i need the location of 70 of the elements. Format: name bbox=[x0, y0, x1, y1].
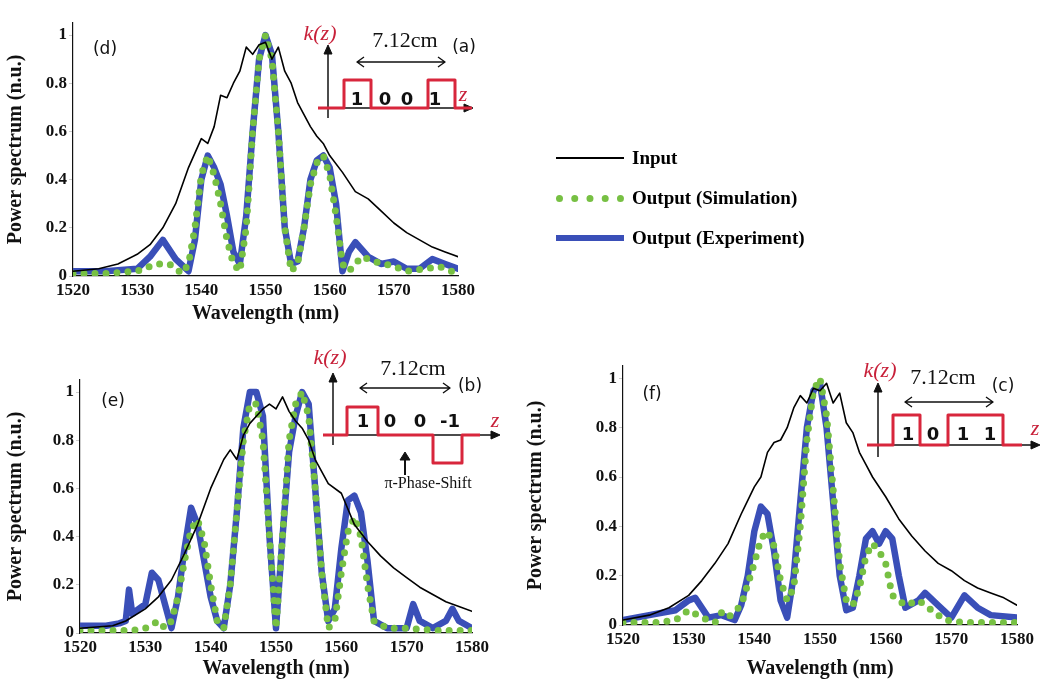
y-tick-label: 0.8 bbox=[52, 429, 74, 449]
annotation: 1 bbox=[428, 87, 442, 109]
annotation: 1 bbox=[901, 422, 915, 444]
annotation: 7.12cm bbox=[910, 364, 976, 390]
x-tick-label: 1540 bbox=[737, 628, 772, 648]
y-tick-label: 0.8 bbox=[45, 72, 67, 92]
x-tick-label: 1570 bbox=[934, 628, 969, 648]
annotation: (a) bbox=[452, 36, 476, 56]
annotation: k(z) bbox=[863, 357, 897, 383]
y-tick-label: 1 bbox=[58, 24, 67, 44]
y-tick-label: 0.4 bbox=[595, 515, 618, 535]
legend-label: Input bbox=[632, 147, 678, 169]
x-tick-label: 1550 bbox=[259, 636, 293, 656]
x-tick-label: 1550 bbox=[248, 279, 283, 299]
x-axis-title: Wavelength (nm) bbox=[746, 656, 894, 680]
y-tick-label: 0.4 bbox=[45, 169, 68, 189]
annotation: (f) bbox=[642, 383, 662, 403]
x-axis-title: Wavelength (nm) bbox=[191, 301, 340, 325]
annotation: -1 bbox=[440, 409, 460, 431]
annotation: (c) bbox=[991, 375, 1015, 395]
annotation: 1 bbox=[983, 422, 997, 444]
x-tick-label: 1570 bbox=[376, 279, 411, 299]
text: z bbox=[1030, 415, 1040, 441]
y-axis-title: Power spectrum (n.u.) bbox=[3, 54, 27, 245]
y-axis-title: Power spectrum (n.u.) bbox=[523, 400, 547, 591]
annotation: 0 bbox=[926, 422, 940, 444]
x-tick-label: 1560 bbox=[868, 628, 903, 648]
y-tick-label: 0.6 bbox=[45, 120, 67, 140]
x-tick-label: 1550 bbox=[803, 628, 837, 648]
annotation: 0 bbox=[383, 409, 397, 431]
x-tick-label: 1560 bbox=[312, 279, 347, 299]
annotation: k(z) bbox=[303, 20, 337, 46]
annotation: 1 bbox=[350, 87, 364, 109]
annotation: z bbox=[458, 81, 468, 107]
annotation: π-Phase-Shift bbox=[384, 474, 472, 492]
annotation: (b) bbox=[457, 375, 483, 395]
x-tick-label: 1530 bbox=[671, 628, 706, 648]
annotation: 0 bbox=[400, 87, 414, 109]
x-axis-title: Wavelength (nm) bbox=[202, 656, 350, 680]
annotation: 1 bbox=[356, 409, 370, 431]
x-tick-label: 1530 bbox=[120, 279, 155, 299]
y-tick-label: 0.6 bbox=[595, 466, 617, 486]
x-tick-label: 1580 bbox=[455, 636, 489, 656]
x-tick-label: 1540 bbox=[184, 279, 219, 299]
y-tick-label: 1 bbox=[65, 381, 74, 401]
y-axis-title: Power spectrum (n.u.) bbox=[3, 411, 27, 602]
x-tick-label: 1560 bbox=[324, 636, 359, 656]
annotation: 1 bbox=[956, 422, 970, 444]
y-tick-label: 0.2 bbox=[52, 574, 74, 594]
y-tick-label: 0.6 bbox=[52, 477, 74, 497]
legend-label: Output (Experiment) bbox=[632, 227, 805, 249]
text: 7.12cm bbox=[380, 355, 446, 381]
y-tick-label: 0.2 bbox=[45, 217, 67, 237]
annotation: (e) bbox=[101, 390, 125, 410]
legend-label: Output (Simulation) bbox=[632, 187, 798, 209]
x-tick-label: 1530 bbox=[128, 636, 163, 656]
y-tick-label: 1 bbox=[608, 367, 617, 387]
text: k(z) bbox=[313, 344, 347, 370]
annotation: 7.12cm bbox=[372, 27, 438, 53]
x-tick-label: 1580 bbox=[1000, 628, 1034, 648]
annotation: 0 bbox=[413, 409, 427, 431]
x-tick-label: 1540 bbox=[193, 636, 228, 656]
annotation: (d) bbox=[92, 38, 118, 58]
x-tick-label: 1580 bbox=[441, 279, 475, 299]
y-tick-label: 0.4 bbox=[52, 526, 75, 546]
y-tick-label: 0.8 bbox=[595, 417, 617, 437]
x-tick-label: 1570 bbox=[389, 636, 424, 656]
y-tick-label: 0.2 bbox=[595, 565, 617, 585]
annotation: 0 bbox=[378, 87, 392, 109]
text: z bbox=[490, 407, 500, 433]
